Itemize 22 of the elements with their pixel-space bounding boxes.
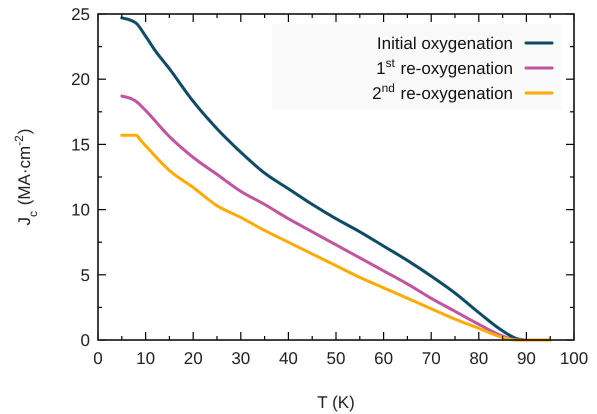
y-tick-label: 0 — [80, 331, 90, 350]
line-series — [120, 134, 552, 342]
x-axis-title: T (K) — [317, 393, 355, 412]
y-tick-label: 15 — [71, 135, 90, 154]
x-tick-label: 80 — [469, 349, 488, 368]
x-tick-label: 40 — [278, 349, 298, 368]
x-tick-label: 30 — [231, 349, 250, 368]
x-tick-label: 70 — [422, 349, 441, 368]
x-tick-label: 90 — [516, 349, 536, 368]
y-tick-label: 10 — [71, 200, 90, 220]
x-tick-label: 50 — [326, 349, 346, 368]
legend-label: Initial oxygenation — [376, 34, 513, 53]
y-tick-label: 25 — [71, 5, 90, 24]
legend-label: 2$^{nd}$ re-oxygenation — [372, 81, 513, 103]
y-tick-label: 20 — [71, 70, 90, 90]
y-tick-label: 5 — [80, 266, 90, 285]
x-tick-label: 0 — [93, 349, 103, 368]
x-tick-label: 60 — [374, 349, 394, 368]
x-tick-label: 10 — [136, 349, 156, 368]
legend-label: 1$^{st}$ re-oxygenation — [376, 56, 513, 78]
x-tick-label: 20 — [184, 349, 203, 368]
x-tick-label: 100 — [560, 349, 588, 368]
